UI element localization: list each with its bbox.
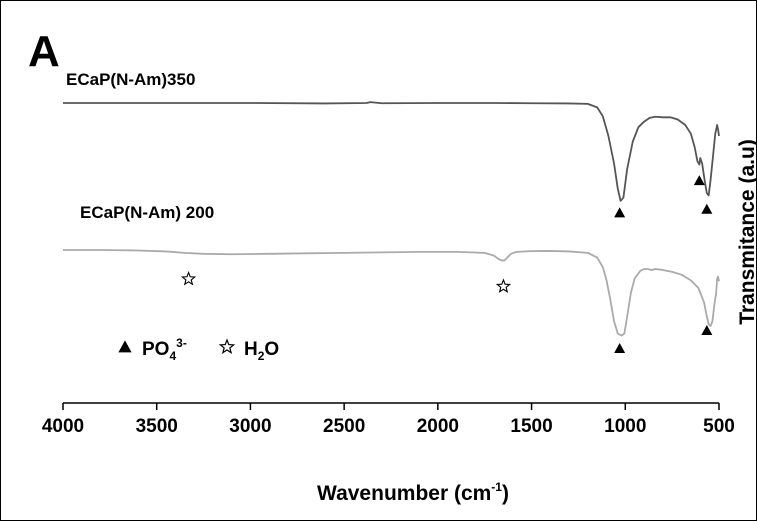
phosphate-triangle-marker (701, 325, 713, 335)
x-axis-title-sup: -1 (491, 480, 502, 494)
legend-label-1: PO43- (142, 336, 187, 363)
series-label-1: ECaP(N-Am)350 (66, 70, 195, 89)
x-axis-title-suffix: ) (502, 482, 509, 505)
series-line-1 (63, 101, 720, 202)
series-line-2 (63, 249, 720, 337)
x-axis-title-main: Wavenumber (cm (317, 482, 491, 505)
series-label-2: ECaP(N-Am) 200 (80, 203, 214, 222)
marker-group (180, 175, 713, 354)
x-tick-label: 4000 (42, 416, 84, 437)
water-star-marker (495, 278, 512, 293)
water-star-marker (180, 271, 197, 286)
x-ticks: 4000 3500 3000 2500 2000 1500 1000 500 (42, 403, 735, 437)
legend-star-icon (218, 338, 236, 355)
x-tick-label: 3500 (136, 416, 178, 437)
x-axis-title: Wavenumber (cm-1) (317, 480, 509, 505)
legend-label-2: H2O (244, 339, 279, 363)
phosphate-triangle-marker (614, 343, 626, 354)
phosphate-triangle-marker (614, 207, 626, 218)
x-tick-label: 2500 (323, 416, 365, 437)
x-tick-label: 3000 (229, 416, 271, 437)
y-axis-title: Transmitance (a.u) (736, 139, 757, 325)
legend-triangle-icon (118, 340, 132, 353)
phosphate-triangle-marker (701, 203, 713, 214)
x-tick-label: 500 (703, 416, 735, 437)
phosphate-triangle-marker (693, 175, 705, 186)
x-tick-label: 1500 (510, 416, 552, 437)
panel-label: A (28, 27, 60, 76)
x-tick-label: 1000 (604, 416, 646, 437)
x-tick-label: 2000 (417, 416, 459, 437)
series-group (63, 101, 720, 337)
legend: PO43- H2O (118, 336, 279, 363)
